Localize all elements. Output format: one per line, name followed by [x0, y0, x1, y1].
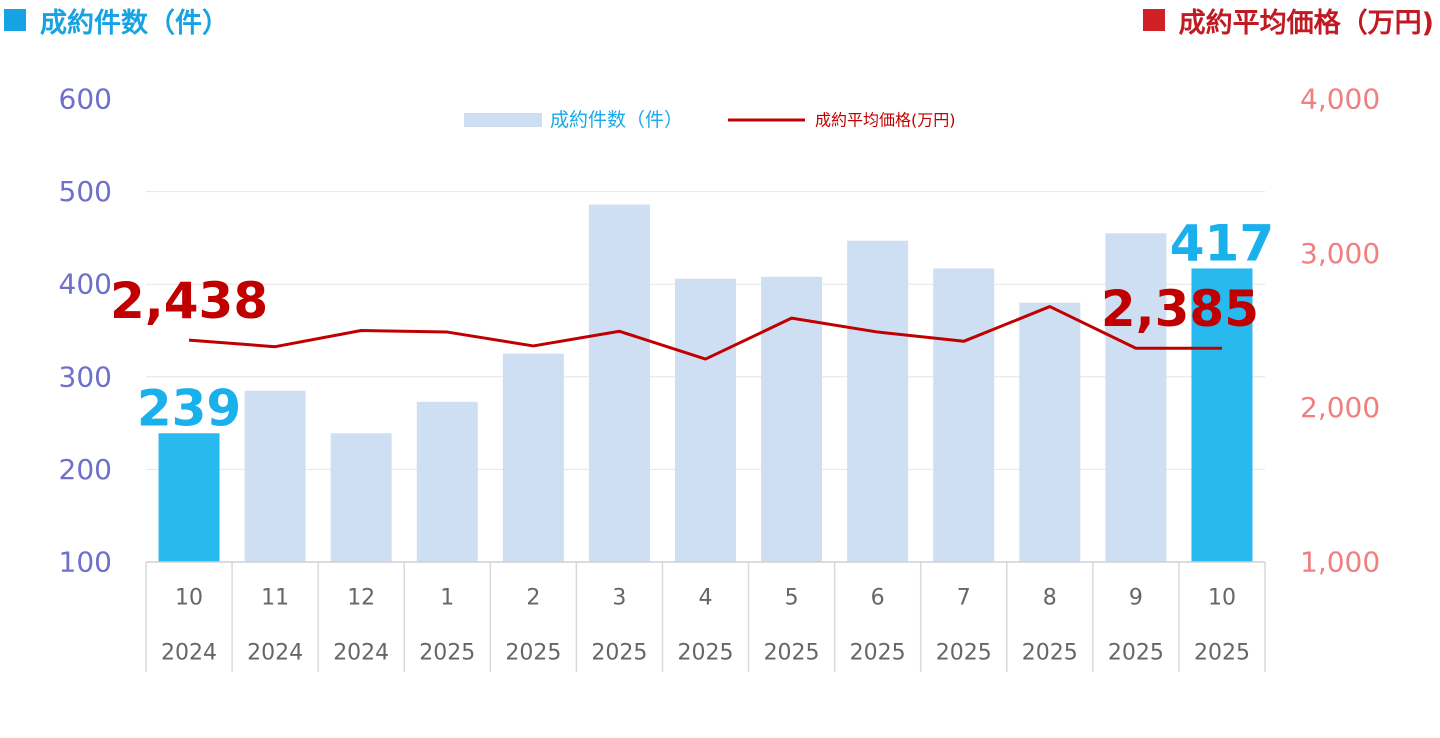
right-axis-tick-label: 3,000 — [1300, 237, 1380, 270]
x-month-label: 5 — [785, 586, 799, 611]
x-month-label: 1 — [440, 586, 454, 611]
x-year-label: 2025 — [1194, 641, 1250, 666]
x-year-label: 2025 — [505, 641, 561, 666]
x-year-label: 2025 — [936, 641, 992, 666]
right-axis-header: 成約平均価格（万円) — [1142, 2, 1434, 39]
bar-data-label: 239 — [137, 379, 241, 437]
x-month-label: 3 — [612, 586, 626, 611]
bar — [1191, 268, 1253, 562]
right-axis-tick-label: 1,000 — [1300, 546, 1380, 579]
left-axis-tick-label: 200 — [59, 453, 112, 486]
bar-data-label: 417 — [1170, 214, 1274, 272]
bar — [761, 276, 823, 562]
x-month-label: 10 — [175, 586, 203, 611]
left-axis-tick-label: 400 — [59, 268, 112, 301]
x-year-label: 2025 — [764, 641, 820, 666]
x-year-label: 2024 — [247, 641, 303, 666]
bar — [1105, 233, 1167, 562]
x-month-label: 8 — [1043, 586, 1057, 611]
x-year-label: 2024 — [161, 641, 217, 666]
bar — [588, 204, 650, 562]
bar — [1019, 302, 1081, 562]
blue-square-marker — [4, 9, 26, 31]
x-year-label: 2025 — [591, 641, 647, 666]
x-year-label: 2025 — [678, 641, 734, 666]
x-month-label: 2 — [526, 586, 540, 611]
x-year-label: 2025 — [419, 641, 475, 666]
left-axis-header: 成約件数（件） — [4, 2, 229, 39]
right-axis-header-text: 成約平均価格（万円) — [1178, 7, 1434, 39]
x-month-label: 9 — [1129, 586, 1143, 611]
x-year-label: 2024 — [333, 641, 389, 666]
x-month-label: 7 — [957, 586, 971, 611]
x-month-label: 4 — [699, 586, 713, 611]
right-axis-tick-label: 4,000 — [1300, 83, 1380, 116]
left-axis-tick-label: 600 — [59, 83, 112, 116]
bar — [416, 401, 478, 562]
line-data-label: 2,385 — [1101, 280, 1259, 338]
x-year-label: 2025 — [1022, 641, 1078, 666]
legend-line-label: 成約平均価格(万円) — [815, 111, 956, 130]
bar — [330, 433, 392, 562]
x-month-label: 6 — [871, 586, 885, 611]
bar — [847, 240, 909, 563]
x-year-label: 2025 — [850, 641, 906, 666]
x-month-label: 11 — [261, 586, 289, 611]
legend-bar-swatch — [464, 113, 542, 127]
bar — [158, 433, 220, 562]
bar — [244, 390, 306, 562]
x-month-label: 12 — [347, 586, 375, 611]
legend-bar-label: 成約件数（件） — [550, 109, 683, 131]
left-axis-tick-label: 500 — [59, 175, 112, 208]
bar — [675, 278, 736, 562]
x-year-label: 2025 — [1108, 641, 1164, 666]
x-month-label: 10 — [1208, 586, 1236, 611]
right-axis-tick-label: 2,000 — [1300, 391, 1380, 424]
left-axis-header-text: 成約件数（件） — [40, 7, 229, 39]
bar — [933, 268, 995, 562]
left-axis-tick-label: 300 — [59, 360, 112, 393]
price-line-series — [188, 305, 1222, 361]
red-square-marker — [1142, 9, 1165, 31]
line-data-label: 2,438 — [110, 272, 268, 330]
left-axis-tick-label: 100 — [59, 546, 112, 579]
bar — [502, 353, 564, 562]
